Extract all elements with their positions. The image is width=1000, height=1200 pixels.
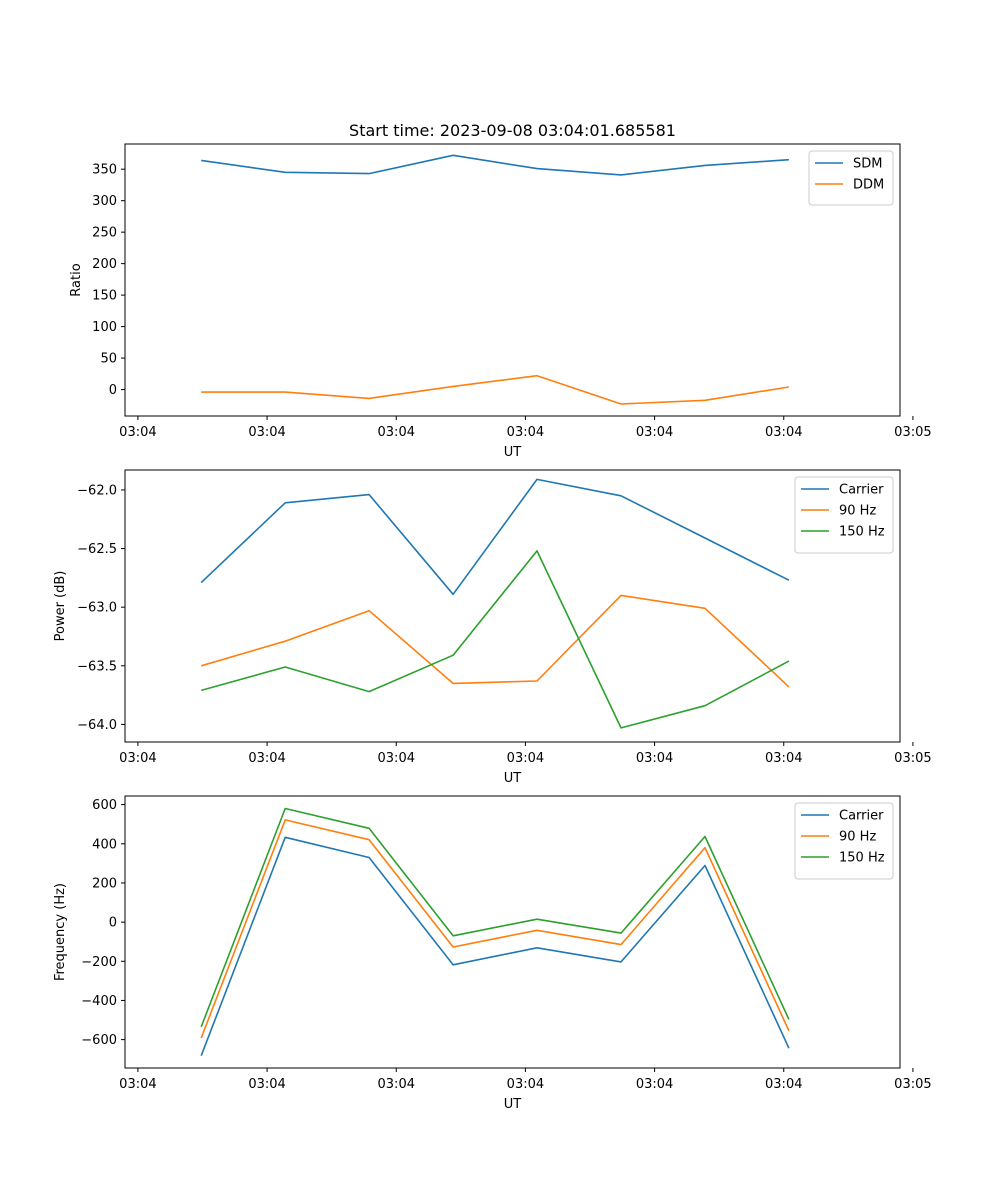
frequency-panel: −600 −400 −200 0 200 400 600 03:04 03:04 03:04 03:…	[53, 795, 932, 1112]
frequency-xtick-label: 03:04	[765, 1077, 802, 1092]
ratio-ytick-label: 250	[92, 226, 117, 241]
frequency-ytick-label: −200	[81, 955, 117, 970]
power-xtick-label: 03:05	[894, 751, 931, 766]
frequency-xtick-label: 03:04	[378, 1077, 415, 1092]
frequency-ytick-label: 0	[109, 916, 117, 931]
power-xtick-label: 03:04	[765, 751, 802, 766]
frequency-axes-frame	[124, 795, 901, 1069]
frequency-legend-box	[794, 802, 894, 880]
power-ytick-label: −63.5	[77, 659, 117, 674]
ratio-ylabel: Ratio	[69, 263, 84, 296]
frequency-ytick-label: −400	[81, 994, 117, 1009]
power-legend-label: 90 Hz	[839, 504, 876, 519]
ratio-legend: SDM DDM	[808, 150, 894, 206]
power-xtick-label: 03:04	[507, 751, 544, 766]
power-xlabel: UT	[504, 771, 522, 786]
power-legend-label: 150 Hz	[839, 525, 885, 540]
frequency-ytick-label: −600	[81, 1033, 117, 1048]
power-ytick-label: −64.0	[77, 718, 117, 733]
power-legend-label: Carrier	[839, 483, 884, 498]
frequency-ytick-label: 200	[92, 876, 117, 891]
ratio-ytick-label: 0	[109, 383, 117, 398]
ratio-xtick-label: 03:04	[507, 425, 544, 440]
frequency-xlabel: UT	[504, 1097, 522, 1112]
ratio-legend-label: SDM	[853, 157, 882, 172]
frequency-ytick-label: 600	[92, 798, 117, 813]
ratio-series-sdm	[201, 154, 789, 176]
ratio-legend-label: DDM	[853, 178, 884, 193]
ratio-xtick-label: 03:04	[248, 425, 285, 440]
power-ytick-label: −62.5	[77, 542, 117, 557]
ratio-ytick-label: 300	[92, 194, 117, 209]
power-xtick-label: 03:04	[119, 751, 156, 766]
power-series-carrier	[200, 478, 790, 596]
ratio-legend-box	[808, 150, 894, 206]
frequency-series-150-hz	[200, 807, 790, 1028]
ratio-ytick-label: 150	[92, 289, 117, 304]
ratio-ytick-label: 100	[92, 320, 117, 335]
ratio-ytick-label: 50	[100, 352, 117, 367]
frequency-series-90-hz	[200, 819, 790, 1039]
ratio-ytick-label: 350	[92, 163, 117, 178]
power-panel: −64.0 −63.5 −63.0 −62.5 −62.0 03:04 03:04 03:04…	[53, 469, 932, 786]
frequency-series-carrier	[200, 836, 790, 1056]
frequency-legend: Carrier 90 Hz 150 Hz	[794, 802, 894, 880]
frequency-xtick-label: 03:05	[894, 1077, 931, 1092]
frequency-xtick-label: 03:04	[507, 1077, 544, 1092]
ratio-panel: 0 50 100 150 200 250 300 350 03:04 03:04 03:04 03:0…	[69, 143, 932, 460]
ratio-xtick-label: 03:05	[894, 425, 931, 440]
power-series-150-hz	[200, 550, 790, 729]
power-ytick-label: −62.0	[77, 483, 117, 498]
ratio-xlabel: UT	[504, 445, 522, 460]
frequency-xtick-label: 03:04	[248, 1077, 285, 1092]
figure-title: Start time: 2023-09-08 03:04:01.685581	[349, 121, 676, 140]
frequency-xtick-label: 03:04	[636, 1077, 673, 1092]
power-xtick-label: 03:04	[378, 751, 415, 766]
ratio-xtick-label: 03:04	[119, 425, 156, 440]
frequency-ytick-label: 400	[92, 837, 117, 852]
frequency-legend-label: 150 Hz	[839, 851, 885, 866]
ratio-ytick-label: 200	[92, 257, 117, 272]
power-ytick-label: −63.0	[77, 601, 117, 616]
ratio-axes-frame	[124, 143, 901, 417]
power-ylabel: Power (dB)	[53, 571, 68, 642]
ratio-xtick-label: 03:04	[636, 425, 673, 440]
power-legend: Carrier 90 Hz 150 Hz	[794, 476, 894, 554]
power-xtick-label: 03:04	[248, 751, 285, 766]
ratio-series-ddm	[201, 374, 790, 405]
power-series-90-hz	[200, 594, 790, 688]
power-xtick-label: 03:04	[636, 751, 673, 766]
ratio-xtick-label: 03:04	[378, 425, 415, 440]
ratio-xtick-label: 03:04	[765, 425, 802, 440]
power-legend-box	[794, 476, 894, 554]
frequency-ylabel: Frequency (Hz)	[53, 883, 68, 981]
frequency-legend-label: 90 Hz	[839, 830, 876, 845]
frequency-xtick-label: 03:04	[119, 1077, 156, 1092]
power-axes-frame	[124, 469, 901, 743]
frequency-legend-label: Carrier	[839, 809, 884, 824]
